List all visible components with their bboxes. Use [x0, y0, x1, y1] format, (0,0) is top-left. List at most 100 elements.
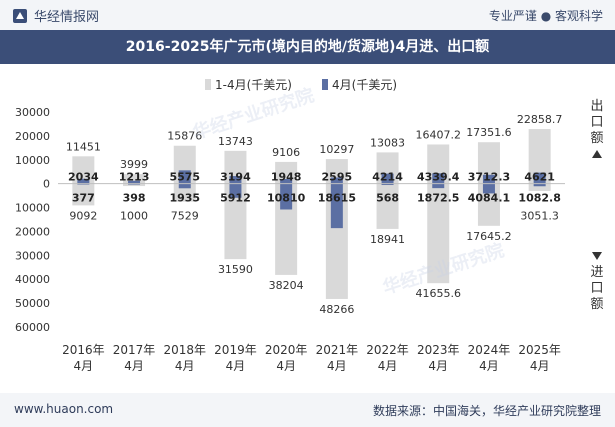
label-ytd-export: 11451: [66, 140, 101, 153]
x-tick-year: 2019年: [214, 343, 257, 357]
x-tick-year: 2020年: [265, 343, 308, 357]
label-ytd-export: 16407.2: [416, 128, 462, 141]
bar-ytd-import: [224, 183, 247, 260]
y-axis: 30000 20000 10000 0 10000 20000 30000 40000 5000…: [15, 106, 50, 334]
x-tick-month: 4月: [124, 359, 144, 373]
right-label-import-char: 进: [590, 265, 603, 280]
chart-title: 2016-2025年广元市(境内目的地/货源地)4月进、出口额: [0, 30, 615, 64]
x-tick-month: 4月: [428, 359, 448, 373]
right-label-import-char: 口: [590, 281, 603, 296]
label-month-import: 568: [376, 192, 399, 205]
label-ytd-import: 18941: [370, 233, 405, 246]
x-tick-year: 2024年: [468, 343, 511, 357]
y-tick-label: 20000: [15, 130, 50, 143]
bar-ytd-export: [477, 142, 500, 184]
bar-month-import: [432, 183, 445, 189]
label-ytd-import: 7529: [171, 210, 199, 223]
tagline: 专业严谨 ● 客观科学: [488, 9, 603, 23]
x-tick-month: 4月: [276, 359, 296, 373]
label-ytd-export: 9106: [272, 146, 300, 159]
label-ytd-import: 1000: [120, 210, 148, 223]
y-tick-label: 10000: [15, 202, 50, 215]
label-month-import: 4084.1: [468, 192, 510, 205]
label-month-import: 377: [72, 192, 95, 205]
label-month-import: 398: [123, 192, 146, 205]
bar-month-import: [280, 183, 293, 210]
x-axis: 2016年 4月 2017年 4月 2018年 4月 2019年 4月 2020年 4月 2021年…: [62, 343, 561, 373]
y-tick-label: 10000: [15, 154, 50, 167]
arrow-down-icon: [592, 252, 602, 260]
label-ytd-export: 22858.7: [517, 113, 563, 126]
legend-swatch: [322, 79, 328, 90]
label-month-import: 5912: [220, 192, 251, 205]
legend: 1-4月(千美元) 4月(千美元): [205, 78, 397, 92]
footer-site: www.huaon.com: [14, 402, 114, 416]
right-label-export-char: 额: [590, 131, 603, 146]
y-tick-label: 50000: [15, 297, 50, 310]
y-tick-label: 0: [43, 178, 50, 191]
label-month-import: 1082.8: [518, 192, 560, 205]
top-bar: 华经情报网 专业严谨 ● 客观科学: [0, 0, 615, 30]
bar-month-export: [330, 177, 343, 184]
bar-month-export: [77, 178, 90, 184]
label-ytd-export: 13083: [370, 136, 405, 149]
bar-ytd-export: [275, 161, 298, 184]
bar-ytd-export: [224, 150, 247, 184]
legend-label: 4月(千美元): [332, 78, 397, 92]
label-ytd-import: 3051.3: [520, 210, 559, 223]
label-month-export: 4621: [524, 171, 555, 184]
y-tick-label: 20000: [15, 225, 50, 238]
bar-month-export: [128, 180, 141, 184]
label-month-export: 3712.3: [468, 171, 510, 184]
y-tick-label: 30000: [15, 249, 50, 262]
label-ytd-export: 10297: [319, 143, 354, 156]
label-ytd-import: 48266: [319, 303, 354, 316]
label-month-import: 1935: [169, 192, 200, 205]
y-tick-label: 40000: [15, 273, 50, 286]
bar-ytd-export: [72, 156, 95, 184]
y-tick-label: 30000: [15, 106, 50, 119]
x-tick-month: 4月: [327, 359, 347, 373]
brand: 华经情报网: [12, 6, 99, 25]
label-month-export: 4214: [372, 171, 403, 184]
label-month-export: 4339.4: [417, 171, 460, 184]
bar-month-import: [381, 183, 394, 186]
x-tick-month: 4月: [226, 359, 246, 373]
bar-month-export: [280, 179, 293, 184]
x-tick-year: 2021年: [316, 343, 359, 357]
footer: www.huaon.com 数据来源：中国海关，华经产业研究院整理: [0, 393, 615, 427]
x-tick-year: 2018年: [163, 343, 206, 357]
x-tick-year: 2025年: [518, 343, 561, 357]
label-ytd-export: 13743: [218, 135, 253, 148]
label-month-export: 3194: [220, 171, 251, 184]
bar-ytd-import: [72, 183, 95, 206]
x-tick-month: 4月: [175, 359, 195, 373]
x-tick-year: 2023年: [417, 343, 460, 357]
label-month-import: 18615: [318, 192, 356, 205]
x-tick-month: 4月: [530, 359, 550, 373]
label-month-export: 1948: [271, 171, 302, 184]
bar-month-import: [229, 183, 242, 198]
bar-ytd-import: [528, 183, 551, 191]
bar-month-import: [330, 183, 343, 229]
bar-month-export: [432, 173, 445, 184]
x-tick-month: 4月: [479, 359, 499, 373]
y-tick-label: 60000: [15, 321, 50, 334]
x-tick-year: 2017年: [113, 343, 156, 357]
right-label-export-char: 出: [590, 99, 603, 114]
bar-ytd-import: [477, 183, 500, 226]
label-month-import: 10810: [267, 192, 306, 205]
label-month-export: 5575: [169, 171, 200, 184]
brand-name: 华经情报网: [34, 10, 100, 25]
bar-ytd-import: [123, 183, 146, 187]
bar-month-import: [482, 183, 495, 194]
bar-ytd-export: [123, 174, 146, 184]
bar-month-export: [482, 174, 495, 184]
label-ytd-export: 17351.6: [466, 126, 512, 139]
label-ytd-import: 41655.6: [416, 287, 462, 300]
bar-ytd-export: [528, 129, 551, 184]
label-ytd-import: 17645.2: [466, 230, 512, 243]
label-month-export: 1213: [119, 171, 150, 184]
